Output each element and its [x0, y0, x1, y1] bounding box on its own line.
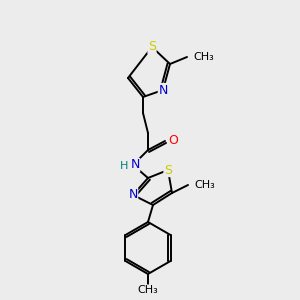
- Text: CH₃: CH₃: [138, 285, 158, 295]
- Text: CH₃: CH₃: [194, 180, 215, 190]
- Text: H: H: [120, 161, 128, 171]
- Text: S: S: [164, 164, 172, 176]
- Text: N: N: [130, 158, 140, 172]
- Text: N: N: [158, 83, 168, 97]
- Text: CH₃: CH₃: [193, 52, 214, 62]
- Text: N: N: [128, 188, 138, 202]
- Text: O: O: [168, 134, 178, 148]
- Text: S: S: [148, 40, 156, 53]
